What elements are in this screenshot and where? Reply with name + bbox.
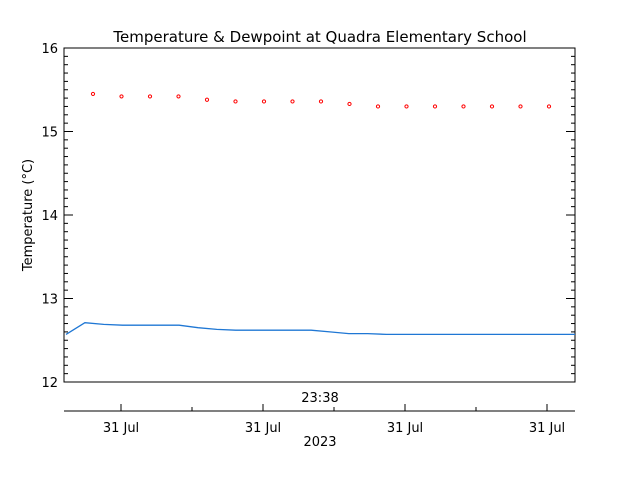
series-point: [290, 99, 295, 104]
plot-frame: [63, 47, 576, 383]
series-point: [176, 94, 181, 99]
series-point: [147, 94, 153, 99]
series-point: [347, 101, 352, 107]
series-point: [119, 94, 124, 99]
y-axis-ticks: [64, 47, 575, 383]
series-point: [432, 104, 438, 109]
y-tick-label: 14: [41, 209, 58, 224]
series-points: [90, 91, 552, 109]
series-point: [375, 104, 381, 109]
x-axis-tick-labels: 31 Jul 31 Jul 31 Jul 31 Jul: [103, 421, 565, 436]
x-axis-ticks: [120, 404, 548, 411]
series-point: [489, 104, 495, 109]
x-tick-label: 31 Jul: [387, 421, 423, 436]
chart-title: Temperature & Dewpoint at Quadra Element…: [112, 28, 526, 46]
series-point: [461, 104, 466, 109]
series-point: [518, 104, 523, 109]
series-point: [90, 91, 96, 97]
series-point: [204, 97, 210, 102]
y-axis-tick-labels: 12 13 14 15 16: [41, 42, 58, 391]
series-point: [404, 104, 409, 109]
series-line: [65, 322, 575, 336]
series-point: [261, 99, 267, 104]
x-tick-label: 31 Jul: [245, 421, 281, 436]
y-tick-label: 15: [41, 126, 58, 141]
time-label: 23:38: [301, 391, 338, 406]
x-tick-label: 31 Jul: [529, 421, 565, 436]
x-axis-label: 2023: [303, 435, 336, 450]
y-tick-label: 13: [41, 293, 58, 308]
series-point: [546, 104, 552, 109]
x-tick-label: 31 Jul: [103, 421, 139, 436]
series-point: [233, 99, 238, 104]
y-axis-label: Temperature (°C): [21, 159, 36, 272]
series-layer: [65, 91, 575, 336]
y-tick-label: 12: [41, 376, 58, 391]
series-point: [318, 99, 324, 104]
y-tick-label: 16: [41, 42, 58, 57]
